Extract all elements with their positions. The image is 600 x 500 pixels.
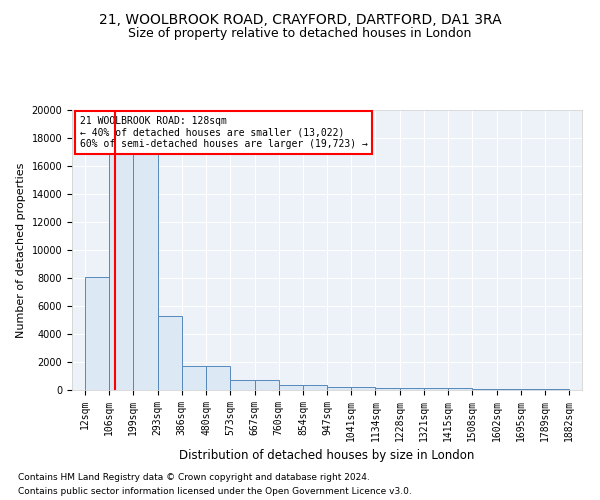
X-axis label: Distribution of detached houses by size in London: Distribution of detached houses by size …: [179, 449, 475, 462]
Bar: [521, 389, 545, 390]
Bar: [278, 385, 303, 390]
Text: Contains HM Land Registry data © Crown copyright and database right 2024.: Contains HM Land Registry data © Crown c…: [18, 472, 370, 482]
Bar: [182, 366, 206, 390]
Bar: [352, 387, 376, 390]
Bar: [472, 388, 497, 390]
Text: Size of property relative to detached houses in London: Size of property relative to detached ho…: [128, 28, 472, 40]
Bar: [109, 152, 133, 390]
Text: 21 WOOLBROOK ROAD: 128sqm
← 40% of detached houses are smaller (13,022)
60% of s: 21 WOOLBROOK ROAD: 128sqm ← 40% of detac…: [80, 116, 368, 149]
Bar: [448, 388, 472, 390]
Text: 21, WOOLBROOK ROAD, CRAYFORD, DARTFORD, DA1 3RA: 21, WOOLBROOK ROAD, CRAYFORD, DARTFORD, …: [98, 12, 502, 26]
Bar: [376, 388, 400, 390]
Bar: [400, 388, 424, 390]
Bar: [303, 386, 327, 390]
Bar: [327, 387, 352, 390]
Bar: [133, 150, 158, 390]
Bar: [545, 389, 569, 390]
Bar: [158, 316, 182, 390]
Bar: [85, 276, 109, 390]
Bar: [206, 366, 230, 390]
Text: Contains public sector information licensed under the Open Government Licence v3: Contains public sector information licen…: [18, 488, 412, 496]
Bar: [497, 389, 521, 390]
Bar: [424, 388, 448, 390]
Bar: [230, 380, 254, 390]
Y-axis label: Number of detached properties: Number of detached properties: [16, 162, 26, 338]
Bar: [254, 380, 278, 390]
